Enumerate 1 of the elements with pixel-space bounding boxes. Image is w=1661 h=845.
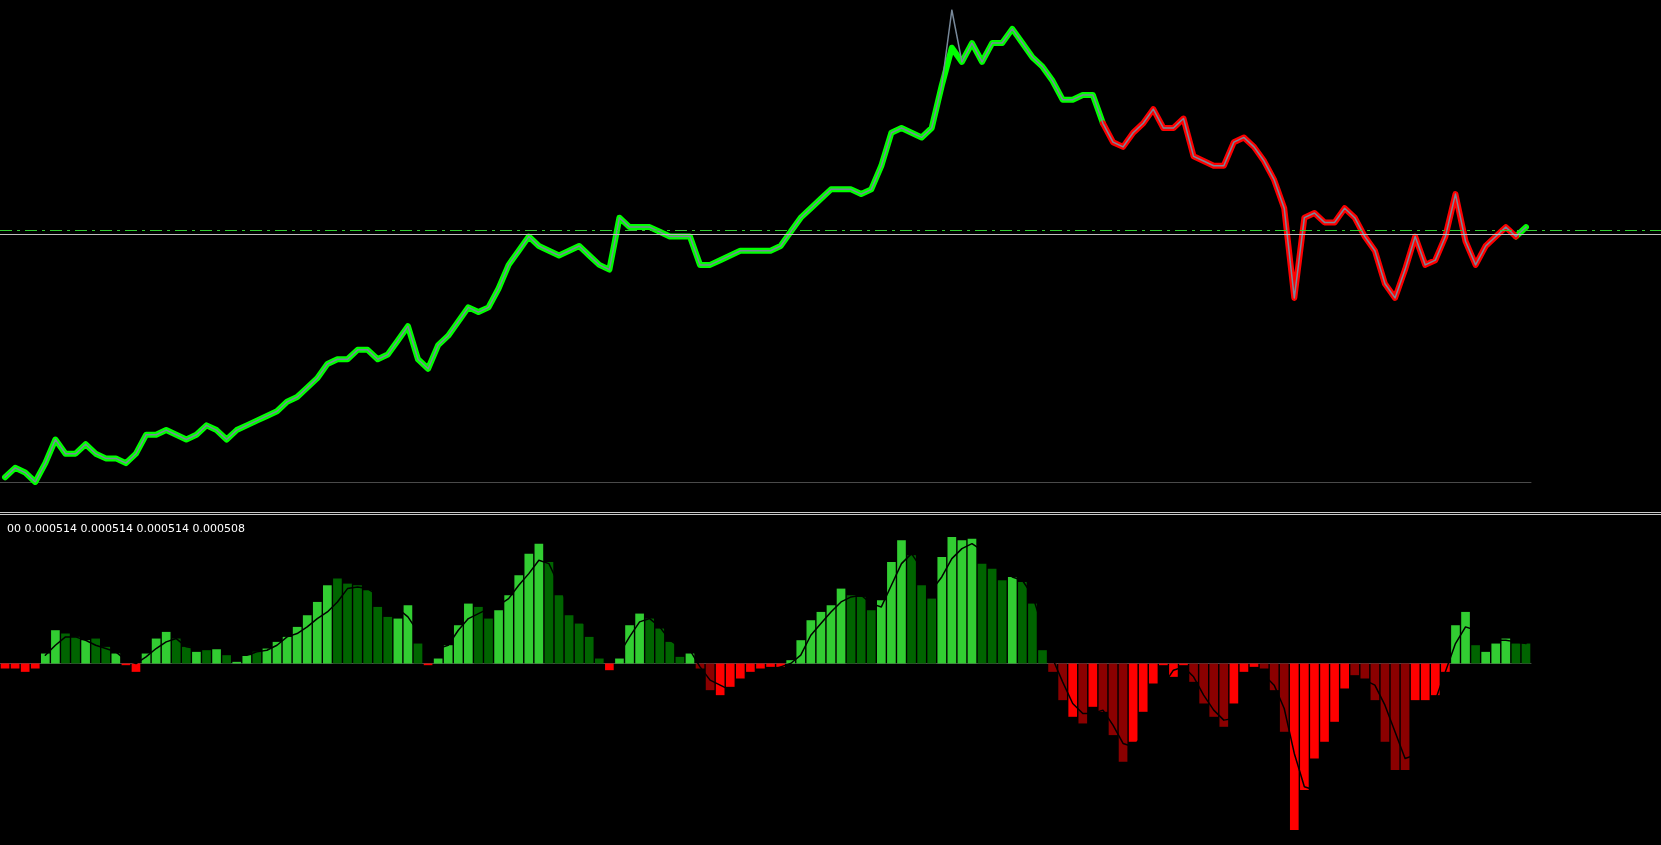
chart-title: 00 0.000514 0.000514 0.000514 0.000508 bbox=[7, 522, 245, 535]
